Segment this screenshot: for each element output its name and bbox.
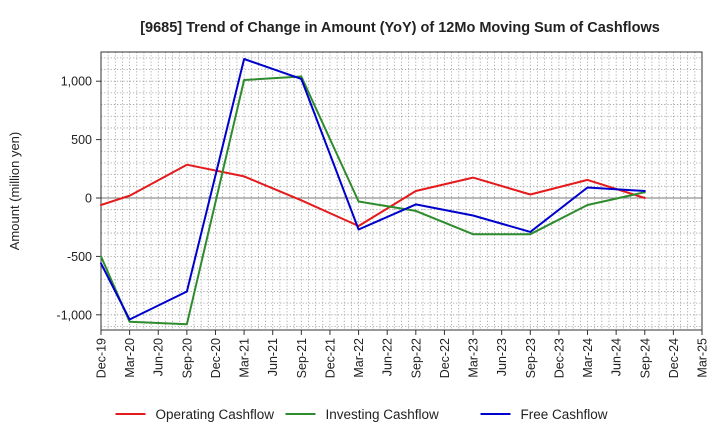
series-line-operating-cashflow [100, 163, 646, 227]
x-tick-label: Dec-21 [323, 338, 337, 378]
y-tick-label: -500 [67, 250, 92, 264]
x-tick-label: Sep-24 [638, 338, 652, 378]
x-tick-label: Dec-24 [667, 338, 681, 378]
y-tick-label: 500 [71, 133, 92, 147]
x-tick-label: Jun-23 [495, 338, 509, 376]
y-tick-label: 0 [85, 192, 92, 206]
x-tick-label: Mar-24 [581, 338, 595, 378]
legend-label: Free Cashflow [521, 407, 608, 422]
x-tick-label: Jun-21 [266, 338, 280, 376]
x-tick-label: Mar-20 [123, 338, 137, 378]
x-tick-label: Mar-25 [696, 338, 710, 378]
legend-label: Operating Cashflow [156, 407, 275, 422]
x-tick-label: Sep-20 [180, 338, 194, 378]
y-tick-label: -1,000 [57, 308, 92, 322]
x-tick-label: Dec-20 [209, 338, 223, 378]
y-axis-label: Amount (million yen) [7, 132, 22, 251]
x-tick-label: Dec-19 [95, 338, 109, 378]
legend: Operating Cashflow Investing Cashflow Free… [115, 407, 608, 422]
x-tick-label: Jun-22 [381, 338, 395, 376]
x-tick-label: Jun-20 [152, 338, 166, 376]
x-tick-label: Jun-24 [610, 338, 624, 376]
legend-item-investing-cashflow: Investing Cashflow [285, 407, 440, 422]
x-tick-label: Dec-22 [438, 338, 452, 378]
x-tick-label: Sep-22 [409, 338, 423, 378]
legend-item-free-cashflow: Free Cashflow [480, 407, 608, 422]
x-tick-label: Sep-21 [295, 338, 309, 378]
x-tick-label: Mar-21 [238, 338, 252, 378]
series-line-free-cashflow [100, 58, 646, 321]
plot-background [101, 52, 702, 330]
x-tick-label: Mar-23 [467, 338, 481, 378]
x-tick-label: Sep-23 [524, 338, 538, 378]
plot-area: 1,000 500 0 -500 -1,000 Dec-19 Mar-20 Jun-20 Sep… [57, 51, 710, 378]
y-tick-label: 1,000 [61, 75, 92, 89]
legend-item-operating-cashflow: Operating Cashflow [115, 407, 275, 422]
legend-label: Investing Cashflow [326, 407, 440, 422]
series-line-investing-cashflow [100, 75, 646, 326]
plot-frame [100, 51, 703, 331]
x-tick-label: Dec-23 [552, 338, 566, 378]
chart-title: [9685] Trend of Change in Amount (YoY) o… [140, 20, 660, 36]
x-tick-label: Mar-22 [352, 338, 366, 378]
